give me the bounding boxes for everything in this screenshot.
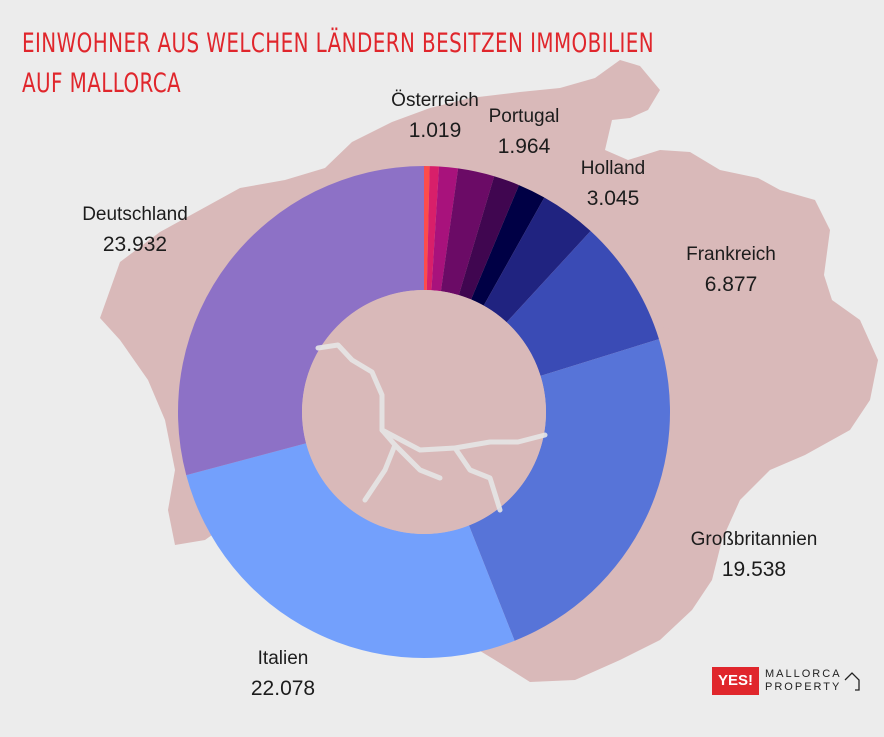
label-name: Italien	[257, 648, 309, 669]
donut-slice-österreich	[431, 166, 459, 292]
label-value: 6.877	[704, 273, 758, 296]
label-value: 22.078	[250, 677, 316, 700]
label-name: Portugal	[488, 106, 560, 127]
label-value: 23.932	[102, 233, 168, 256]
donut-slice-großbritannien	[468, 339, 670, 641]
donut-slice-unlabeled-1	[426, 166, 440, 291]
label-italien: Italien 22.078	[251, 644, 315, 704]
donut-slice-italien	[186, 443, 515, 658]
label-oesterreich: Österreich 1.019	[391, 86, 479, 146]
label-name: Deutschland	[82, 204, 188, 225]
logo-line-1: MALLORCA	[765, 668, 842, 680]
title-line-2: AUF MALLORCA	[22, 68, 182, 99]
label-portugal: Portugal 1.964	[489, 102, 560, 162]
logo-yes-badge: YES!	[712, 667, 760, 695]
donut-slice-deutschland	[178, 166, 424, 476]
logo-text: MALLORCA PROPERTY	[765, 668, 842, 694]
brand-logo: YES! MALLORCA PROPERTY	[712, 666, 860, 696]
donut-slices	[178, 166, 670, 658]
donut-slice-frankreich	[506, 231, 659, 376]
label-value: 1.019	[408, 119, 462, 142]
mallorca-peninsula-shape	[648, 292, 690, 332]
label-name: Holland	[580, 158, 646, 179]
label-name: Frankreich	[686, 244, 776, 265]
donut-slice-holland	[483, 197, 591, 323]
house-icon	[844, 672, 860, 691]
donut-slice-portugal	[440, 168, 495, 296]
donut-hole	[302, 290, 546, 534]
chart-title: EINWOHNER AUS WELCHEN LÄNDERN BESITZEN I…	[22, 24, 678, 104]
label-name: Großbritannien	[690, 529, 818, 550]
label-holland: Holland 3.045	[581, 154, 645, 214]
donut-hole-roads	[315, 342, 548, 513]
label-value: 19.538	[721, 558, 787, 581]
label-grossbritannien: Großbritannien 19.538	[691, 525, 818, 585]
donut-slice-unlabeled-5	[471, 185, 545, 306]
label-value: 1.964	[497, 135, 551, 158]
logo-line-2: PROPERTY	[765, 681, 842, 693]
label-value: 3.045	[586, 187, 640, 210]
label-deutschland: Deutschland 23.932	[82, 200, 188, 260]
donut-slice-unlabeled-0	[424, 166, 430, 291]
label-name: Österreich	[391, 90, 479, 111]
donut-slice-unlabeled-4	[458, 176, 519, 300]
title-line-1: EINWOHNER AUS WELCHEN LÄNDERN BESITZEN I…	[22, 28, 655, 59]
label-frankreich: Frankreich 6.877	[686, 240, 776, 300]
